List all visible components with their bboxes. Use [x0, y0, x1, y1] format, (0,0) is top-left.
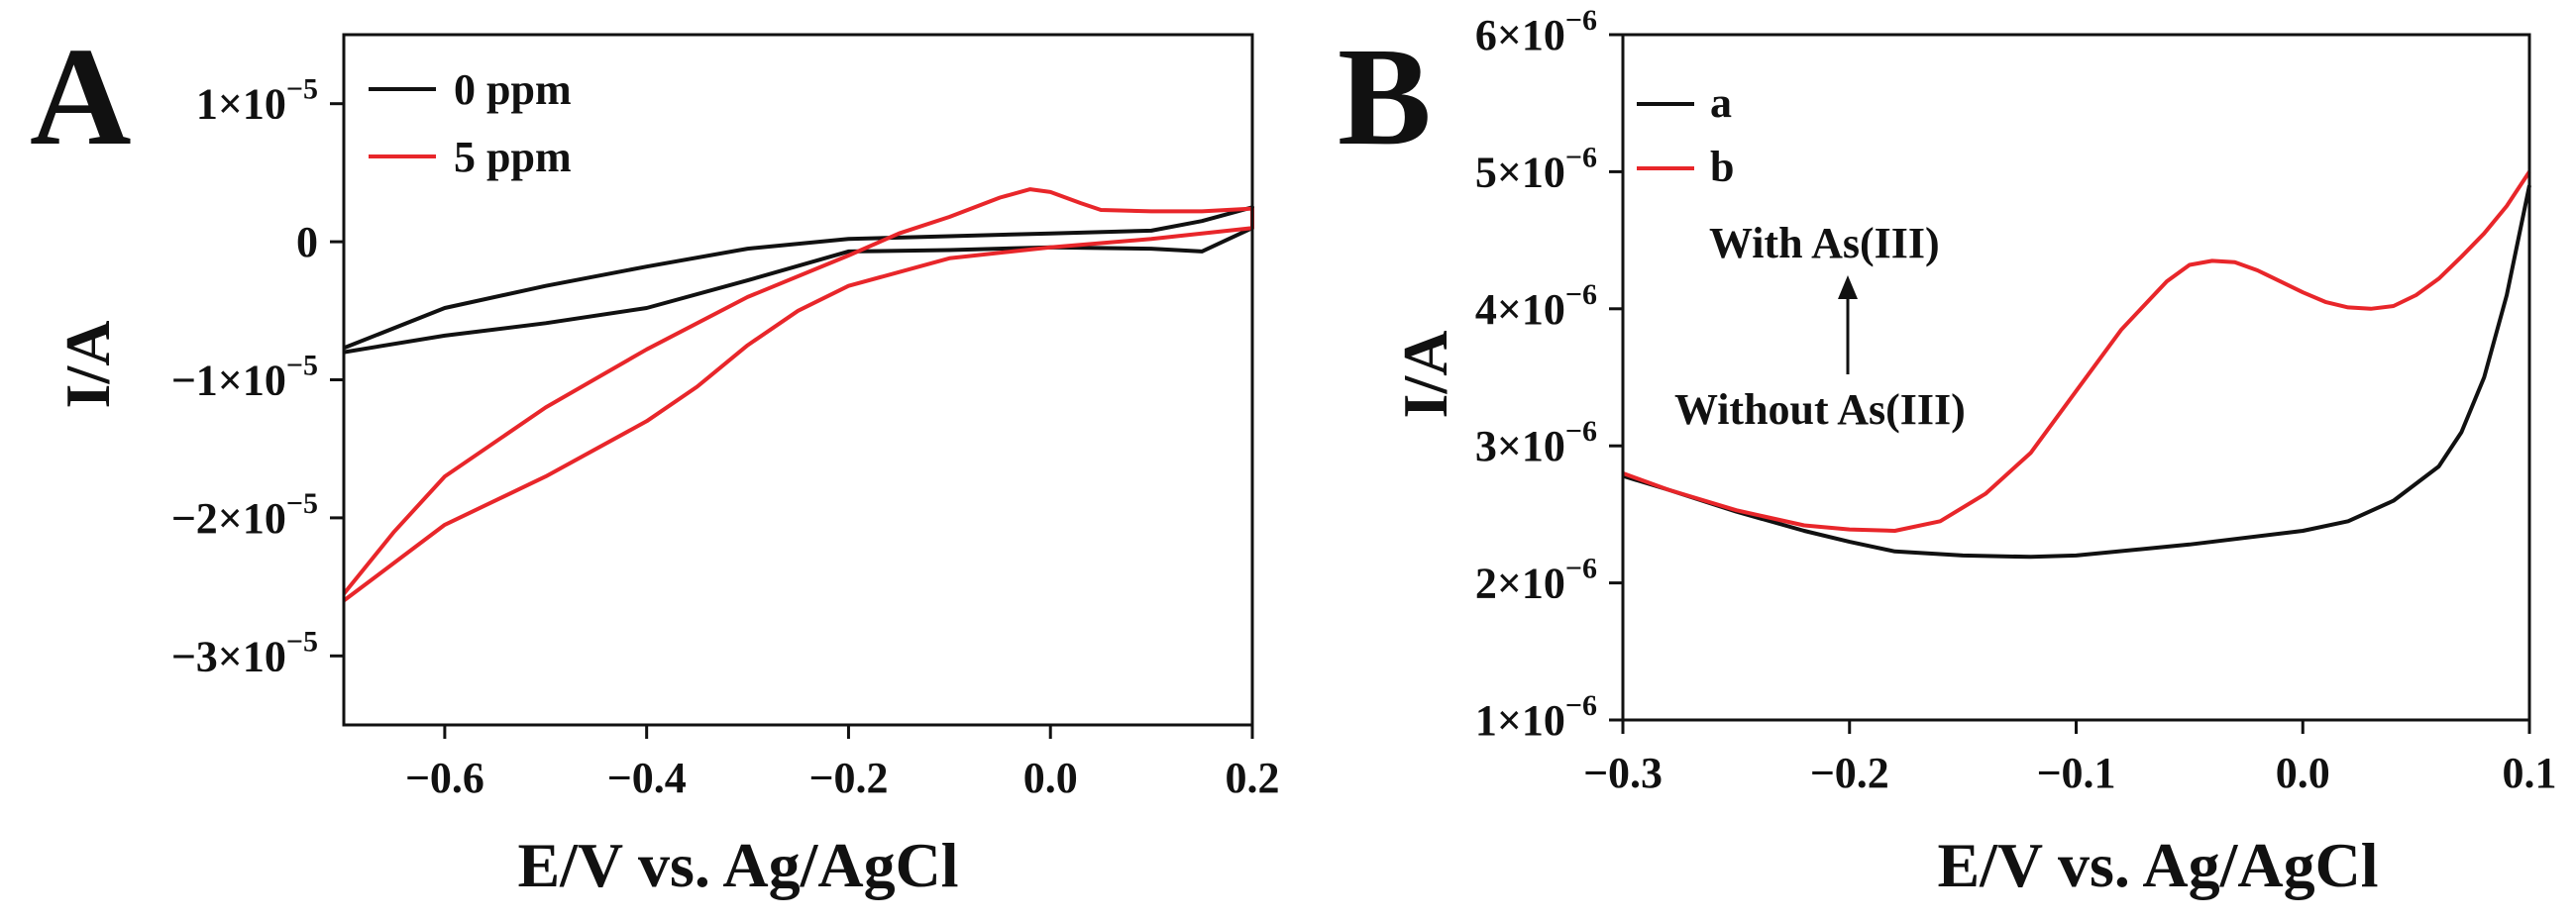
a-y-tick-label: −1×10−5: [171, 350, 318, 405]
a-y-tick-label: −3×10−5: [171, 625, 318, 680]
panel-a-y-axis-title: I/A: [53, 321, 123, 409]
panel-b: B E/V vs. Ag/AgCl I/A −0.3 −0.2 −0.1 0.0 0.1…: [1338, 4, 2557, 900]
annotation-without-as3: Without As(III): [1674, 385, 1966, 434]
panel-b-line-a: [1622, 184, 2531, 560]
b-x-tick-label: 0.1: [2503, 749, 2557, 797]
panel-b-axes: −0.3 −0.2 −0.1 0.0 0.1 6×10−6 5×10−6 4×10−6 3×10…: [1475, 4, 2557, 797]
b-x-tick-label: −0.1: [2036, 749, 2115, 797]
panel-b-series-a: [1622, 184, 2531, 560]
panel-a-line-0ppm: [343, 205, 1254, 355]
legend-label-a: a: [1710, 78, 1732, 127]
b-x-tick-label: −0.3: [1583, 749, 1663, 797]
a-x-tick-label: −0.4: [607, 754, 687, 802]
panel-b-y-axis-title: I/A: [1390, 331, 1460, 419]
panel-b-x-axis-title: E/V vs. Ag/AgCl: [1937, 830, 2378, 900]
b-y-tick-label: 1×10−6: [1475, 689, 1597, 745]
panel-b-annotation: With As(III) Without As(III): [1674, 219, 1966, 434]
annotation-arrow-icon: [1838, 275, 1858, 299]
b-y-tick-label: 3×10−6: [1475, 415, 1597, 470]
a-y-tick-label: 1×10−5: [196, 73, 318, 129]
panel-a-letter: A: [30, 18, 132, 174]
a-x-tick-label: 0.0: [1023, 754, 1078, 802]
panel-b-series-b: [1622, 170, 2531, 533]
b-y-tick-label: 5×10−6: [1475, 141, 1597, 196]
panel-a-series-0ppm: [343, 205, 1254, 355]
panel-b-letter: B: [1338, 18, 1432, 174]
b-y-tick-label: 4×10−6: [1475, 278, 1597, 334]
panel-a-axes: −0.6 −0.4 −0.2 0.0 0.2 1×10−5 0 −1×10−5 −2×10−5 −…: [171, 73, 1280, 802]
a-y-tick-label: 0: [296, 218, 318, 266]
panel-b-legend: a b: [1637, 78, 1734, 191]
annotation-with-as3: With As(III): [1709, 219, 1940, 267]
a-x-tick-label: 0.2: [1226, 754, 1280, 802]
b-y-tick-label: 6×10−6: [1475, 4, 1597, 59]
panel-a-line-5ppm: [342, 187, 1254, 603]
b-x-tick-label: 0.0: [2276, 749, 2330, 797]
b-y-tick-label: 2×10−6: [1475, 553, 1597, 608]
legend-label-b: b: [1710, 143, 1734, 191]
a-x-tick-label: −0.2: [808, 754, 888, 802]
panel-a-x-axis-title: E/V vs. Ag/AgCl: [517, 830, 958, 900]
panel-a-legend: 0 ppm 5 ppm: [369, 65, 572, 181]
panel-a: A E/V vs. Ag/AgCl I/A −0.6 −0.4 −0.2 0.0 0.2…: [30, 18, 1280, 900]
b-x-tick-label: −0.2: [1810, 749, 1889, 797]
panel-b-plot-frame: [1621, 33, 2531, 722]
a-x-tick-label: −0.6: [405, 754, 484, 802]
panel-a-series-5ppm: [342, 187, 1254, 603]
panel-b-line-b: [1622, 170, 2531, 533]
legend-label-0ppm: 0 ppm: [454, 65, 572, 114]
panel-a-plot-frame: [342, 33, 1254, 727]
a-y-tick-label: −2×10−5: [171, 487, 318, 543]
legend-label-5ppm: 5 ppm: [454, 133, 572, 181]
